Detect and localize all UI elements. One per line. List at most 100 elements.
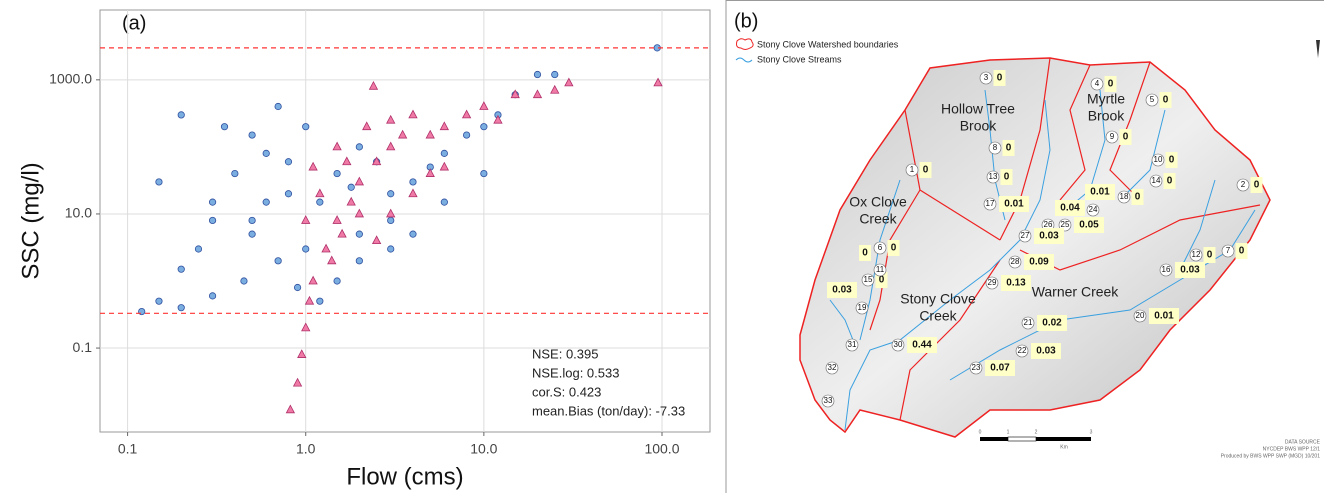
scale-tick: 2 [1035, 429, 1038, 435]
node [825, 361, 839, 375]
node [979, 71, 993, 85]
node [1236, 178, 1250, 192]
value-box [1031, 343, 1061, 359]
point [355, 143, 363, 151]
node [1221, 244, 1235, 258]
x-tick-label: 100.0 [644, 441, 679, 457]
scale-tick: 3 [1090, 429, 1093, 435]
value-box [907, 337, 937, 353]
annotation: mean.Bias (ton/day): -7.33 [532, 403, 685, 418]
value-box [999, 196, 1029, 212]
point [439, 161, 450, 171]
annotation: cor.S: 0.423 [532, 384, 601, 399]
point [155, 297, 163, 305]
point [371, 156, 382, 166]
value-box [827, 282, 857, 298]
node-id: 3 [984, 73, 989, 82]
point [292, 377, 303, 387]
value-box [919, 162, 932, 178]
node-id: 27 [1021, 231, 1030, 240]
node [985, 276, 999, 290]
point [316, 297, 324, 305]
value-box [1002, 140, 1015, 156]
region-label: Brook [1088, 108, 1126, 124]
value-box [1175, 262, 1205, 278]
x-axis-title: Flow (cms) [346, 463, 463, 490]
value-label: 0.02 [1042, 318, 1062, 329]
point [440, 198, 448, 206]
node-id: 23 [972, 363, 981, 372]
node-id: 7 [1226, 246, 1231, 255]
node-id: 6 [878, 243, 883, 252]
node-id: 15 [864, 275, 873, 284]
point [248, 131, 256, 139]
point [387, 245, 395, 253]
node [1149, 174, 1163, 188]
scale-bar [980, 437, 1008, 441]
point [439, 121, 450, 131]
value-label: 0 [1239, 246, 1245, 257]
point [425, 129, 435, 139]
value-label: 0 [923, 165, 929, 176]
value-box [985, 360, 1015, 376]
point [408, 109, 418, 119]
value-box [993, 70, 1006, 86]
region-label: Hollow Tree [941, 101, 1015, 117]
point [327, 255, 337, 265]
node-id: 30 [894, 340, 903, 349]
value-label: 0 [879, 275, 885, 286]
scale-unit: Km [1060, 444, 1068, 450]
point [510, 89, 520, 99]
node [1189, 248, 1203, 262]
value-label: 0 [1123, 132, 1129, 143]
point [240, 277, 248, 285]
value-label: 0.01 [1004, 199, 1024, 210]
node-id: 33 [824, 396, 833, 405]
scale-tick: 0 [979, 429, 982, 435]
y-tick-label: 0.1 [73, 339, 93, 355]
value-box [1131, 189, 1144, 205]
point [362, 121, 372, 131]
value-box [1104, 76, 1117, 92]
value-label: 0.04 [1060, 203, 1080, 214]
node [983, 197, 997, 211]
node [1008, 255, 1022, 269]
point [480, 123, 488, 131]
point [653, 77, 663, 87]
point [177, 304, 185, 312]
point [371, 235, 382, 245]
node [1151, 153, 1165, 167]
value-label: 0.01 [1090, 187, 1110, 198]
stream [1119, 109, 1166, 201]
point [316, 198, 324, 206]
point [332, 141, 342, 151]
y-tick-label: 10.0 [65, 205, 92, 221]
value-label: 0.03 [1180, 265, 1200, 276]
region-label: Creek [919, 308, 957, 324]
value-label: 0 [1163, 95, 1169, 106]
point [333, 277, 341, 285]
point [386, 208, 396, 218]
point [479, 101, 489, 110]
node [855, 301, 869, 315]
point [308, 275, 318, 285]
value-label: 0 [891, 243, 897, 254]
node-id: 1 [910, 165, 915, 174]
scale-tick: 1 [1007, 429, 1010, 435]
point [308, 161, 318, 171]
node-id: 14 [1152, 176, 1161, 185]
value-box [1149, 308, 1179, 324]
node [1021, 316, 1035, 330]
node [1086, 203, 1100, 217]
node [873, 263, 887, 277]
point [551, 70, 559, 79]
point [461, 109, 472, 119]
point [302, 123, 310, 131]
value-box [859, 245, 871, 261]
point [564, 77, 574, 87]
point [248, 230, 256, 238]
point [533, 70, 542, 79]
point [462, 131, 471, 139]
node-id: 13 [989, 172, 998, 181]
value-box [1085, 184, 1115, 200]
